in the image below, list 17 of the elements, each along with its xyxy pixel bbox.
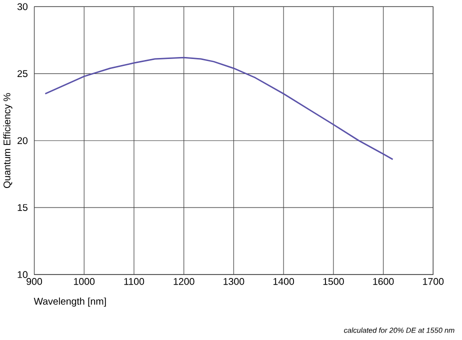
x-tick-label: 1500	[323, 278, 344, 285]
x-tick-label: 1000	[74, 278, 95, 285]
x-tick-label: 1200	[174, 278, 194, 285]
line-series	[44, 56, 394, 160]
x-tick-label: 1600	[373, 278, 394, 285]
y-tick-label: 10	[18, 271, 28, 278]
y-tick-label: 25	[18, 70, 28, 78]
y-tick-label: 20	[18, 137, 28, 144]
x-tick-label: 1700	[423, 278, 444, 285]
x-axis-title: Wavelength [nm]	[34, 297, 106, 307]
x-tick-label: 1300	[224, 278, 244, 285]
x-tick-label: 1100	[124, 278, 144, 285]
x-tick-label: 900	[26, 278, 42, 285]
y-axis-title: Quantum Efficiency %	[3, 93, 12, 188]
y-tick-label: 30	[17, 3, 28, 10]
x-tick-label: 1400	[273, 278, 294, 285]
y-tick-label: 15	[18, 204, 28, 211]
